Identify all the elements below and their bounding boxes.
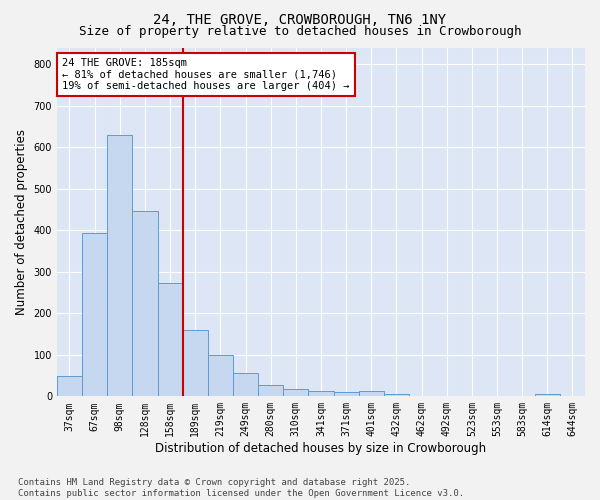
Bar [308,390,334,396]
Text: Contains HM Land Registry data © Crown copyright and database right 2025.
Contai: Contains HM Land Registry data © Crown c… [18,478,464,498]
Bar [57,376,82,396]
Text: 24, THE GROVE, CROWBOROUGH, TN6 1NY: 24, THE GROVE, CROWBOROUGH, TN6 1NY [154,12,446,26]
Bar [182,330,208,396]
X-axis label: Distribution of detached houses by size in Crowborough: Distribution of detached houses by size … [155,442,487,455]
Y-axis label: Number of detached properties: Number of detached properties [15,129,28,315]
Bar [208,355,233,397]
Bar [158,284,182,397]
Bar [535,394,560,396]
Bar [283,389,308,396]
Bar [359,390,384,396]
Bar [233,372,258,396]
Text: Size of property relative to detached houses in Crowborough: Size of property relative to detached ho… [79,25,521,38]
Bar [384,394,409,396]
Bar [258,384,283,396]
Bar [107,134,133,396]
Bar [133,211,158,396]
Bar [82,233,107,396]
Text: 24 THE GROVE: 185sqm
← 81% of detached houses are smaller (1,746)
19% of semi-de: 24 THE GROVE: 185sqm ← 81% of detached h… [62,58,350,91]
Bar [334,392,359,396]
